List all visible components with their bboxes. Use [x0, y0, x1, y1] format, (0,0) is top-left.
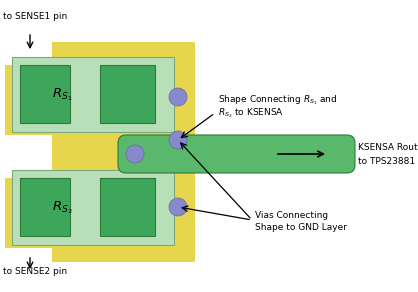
- Bar: [5, 65, 57, 135]
- Circle shape: [169, 88, 187, 106]
- Bar: [52, 42, 195, 262]
- Bar: [5, 178, 57, 248]
- Text: Shape to GND Layer: Shape to GND Layer: [255, 223, 347, 232]
- Bar: [20, 178, 70, 236]
- Bar: [100, 65, 155, 123]
- Bar: [20, 65, 70, 123]
- Text: Vias Connecting: Vias Connecting: [255, 211, 328, 220]
- FancyBboxPatch shape: [118, 135, 355, 173]
- Circle shape: [169, 131, 187, 149]
- Text: to SENSE1 pin: to SENSE1 pin: [3, 12, 67, 21]
- Text: to TPS23881: to TPS23881: [358, 157, 415, 166]
- Bar: [12, 170, 174, 245]
- Bar: [100, 178, 155, 236]
- Circle shape: [169, 198, 187, 216]
- Bar: [12, 57, 174, 132]
- Text: to SENSE2 pin: to SENSE2 pin: [3, 267, 67, 276]
- Text: KSENSA Route: KSENSA Route: [358, 143, 418, 152]
- Circle shape: [126, 145, 144, 163]
- Text: $R_{S_2}$: $R_{S_2}$: [52, 200, 72, 216]
- Text: $R_{S_2}$ to KSENSA: $R_{S_2}$ to KSENSA: [218, 106, 284, 120]
- Text: Shape Connecting $R_{S_1}$ and: Shape Connecting $R_{S_1}$ and: [218, 93, 337, 107]
- Text: $R_{S_1}$: $R_{S_1}$: [52, 87, 72, 103]
